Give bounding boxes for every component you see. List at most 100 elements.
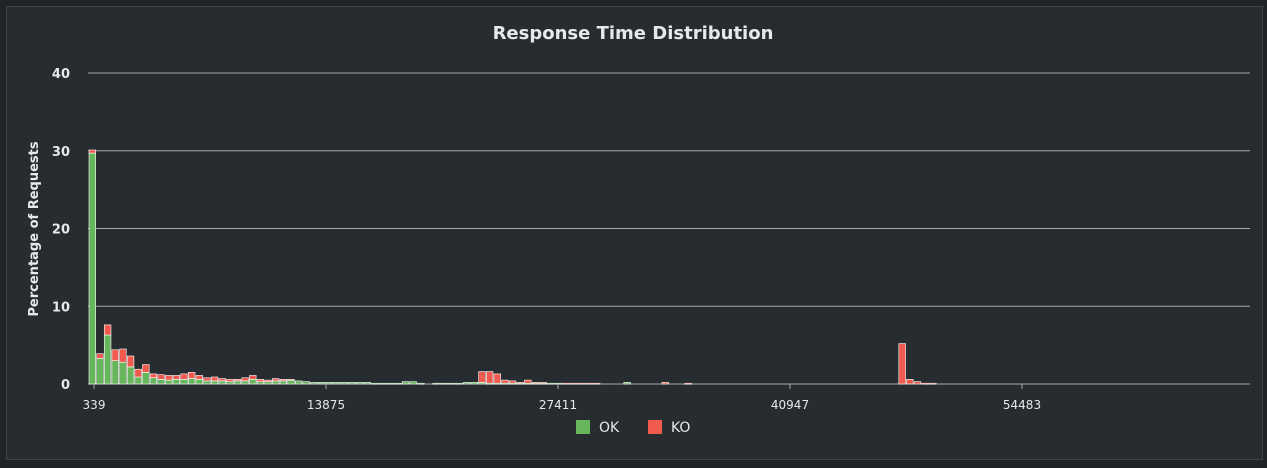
bar-ok[interactable] bbox=[210, 380, 219, 385]
bar-ko[interactable] bbox=[88, 149, 96, 154]
bar-ok[interactable] bbox=[272, 380, 280, 385]
bar-ok[interactable] bbox=[96, 358, 104, 385]
bar-ok[interactable] bbox=[172, 379, 181, 385]
bar-ok[interactable] bbox=[310, 382, 318, 385]
bar-ok[interactable] bbox=[126, 366, 135, 385]
bar-ko[interactable] bbox=[142, 364, 150, 373]
bar-ok[interactable] bbox=[417, 382, 425, 385]
bar-ok[interactable] bbox=[386, 382, 394, 385]
bar-ko[interactable] bbox=[516, 382, 524, 384]
bar-ok[interactable] bbox=[111, 360, 119, 385]
bar-ko[interactable] bbox=[921, 382, 929, 385]
bar-ko[interactable] bbox=[531, 382, 540, 384]
bar-ko[interactable] bbox=[508, 380, 517, 384]
legend-ko-swatch[interactable] bbox=[648, 420, 662, 434]
bar-ok[interactable] bbox=[249, 379, 257, 385]
bar-ok[interactable] bbox=[447, 382, 456, 385]
legend-ko-label[interactable]: KO bbox=[671, 420, 690, 436]
bar-ko[interactable] bbox=[210, 376, 219, 382]
bar-ok[interactable] bbox=[440, 382, 448, 385]
bar-ko[interactable] bbox=[287, 379, 295, 381]
bar-ok[interactable] bbox=[455, 382, 463, 385]
bar-ko[interactable] bbox=[264, 379, 272, 382]
bar-ok[interactable] bbox=[371, 382, 379, 385]
bar-ko[interactable] bbox=[233, 379, 242, 382]
bar-ko[interactable] bbox=[134, 368, 142, 378]
bar-ko[interactable] bbox=[103, 324, 112, 336]
bar-ok[interactable] bbox=[470, 382, 478, 385]
bar-ko[interactable] bbox=[111, 349, 119, 361]
bar-ko[interactable] bbox=[684, 382, 692, 385]
bar-ko[interactable] bbox=[485, 371, 494, 384]
bar-ko[interactable] bbox=[149, 373, 158, 379]
bar-ok[interactable] bbox=[226, 381, 234, 385]
bar-ok[interactable] bbox=[547, 382, 555, 385]
bar-ok[interactable] bbox=[256, 381, 265, 385]
bar-ko[interactable] bbox=[898, 343, 906, 385]
bar-ok[interactable] bbox=[401, 381, 410, 385]
bar-ko[interactable] bbox=[493, 373, 501, 384]
bar-ko[interactable] bbox=[203, 377, 211, 382]
bar-ko[interactable] bbox=[577, 382, 585, 385]
bar-ok[interactable] bbox=[195, 379, 203, 385]
bar-ko[interactable] bbox=[661, 382, 669, 385]
bar-ok[interactable] bbox=[333, 382, 341, 385]
bar-ko[interactable] bbox=[570, 382, 578, 385]
bar-ok[interactable] bbox=[409, 381, 417, 385]
bar-ok[interactable] bbox=[119, 361, 127, 385]
bar-ko[interactable] bbox=[539, 382, 547, 384]
bar-ok[interactable] bbox=[157, 379, 165, 385]
bar-ko[interactable] bbox=[165, 375, 173, 381]
bar-ok[interactable] bbox=[241, 380, 249, 385]
legend-ok-label[interactable]: OK bbox=[599, 420, 620, 436]
bar-ok[interactable] bbox=[264, 381, 272, 385]
bar-ok[interactable] bbox=[623, 382, 631, 385]
bar-ko[interactable] bbox=[906, 379, 914, 385]
bar-ko[interactable] bbox=[585, 382, 593, 385]
bar-ok[interactable] bbox=[325, 382, 333, 385]
bar-ok[interactable] bbox=[142, 372, 150, 385]
bar-ok[interactable] bbox=[317, 382, 326, 385]
bar-ok[interactable] bbox=[149, 377, 158, 385]
bar-ok[interactable] bbox=[302, 381, 310, 385]
bar-ko[interactable] bbox=[279, 379, 287, 382]
bar-ko[interactable] bbox=[119, 348, 127, 363]
bar-ok[interactable] bbox=[287, 379, 295, 385]
bar-ko[interactable] bbox=[241, 377, 249, 382]
bar-ko[interactable] bbox=[172, 375, 181, 380]
bar-ok[interactable] bbox=[188, 378, 196, 385]
bar-ko[interactable] bbox=[226, 379, 234, 382]
bar-ok[interactable] bbox=[103, 334, 112, 385]
bar-ok[interactable] bbox=[348, 382, 356, 385]
bar-ok[interactable] bbox=[165, 379, 173, 385]
bar-ko[interactable] bbox=[195, 375, 203, 380]
bar-ok[interactable] bbox=[279, 380, 287, 385]
bar-ok[interactable] bbox=[294, 380, 303, 385]
bar-ko[interactable] bbox=[478, 371, 486, 383]
bar-ko[interactable] bbox=[929, 382, 937, 385]
bar-ko[interactable] bbox=[180, 373, 188, 380]
bar-ok[interactable] bbox=[88, 152, 96, 385]
legend-ok-swatch[interactable] bbox=[576, 420, 590, 434]
bar-ko[interactable] bbox=[218, 378, 226, 382]
bar-ok[interactable] bbox=[363, 382, 372, 385]
bar-ko[interactable] bbox=[524, 379, 532, 384]
bar-ok[interactable] bbox=[379, 382, 387, 385]
bar-ok[interactable] bbox=[203, 380, 211, 385]
bar-ko[interactable] bbox=[249, 375, 257, 380]
bar-ok[interactable] bbox=[463, 382, 471, 385]
bar-ko[interactable] bbox=[592, 382, 601, 385]
bar-ko[interactable] bbox=[188, 372, 196, 379]
bar-ok[interactable] bbox=[134, 376, 142, 385]
bar-ko[interactable] bbox=[157, 374, 165, 380]
bar-ko[interactable] bbox=[913, 381, 922, 385]
bar-ok[interactable] bbox=[180, 379, 188, 385]
bar-ok[interactable] bbox=[218, 380, 226, 385]
bar-ok[interactable] bbox=[356, 382, 364, 385]
bar-ok[interactable] bbox=[394, 382, 402, 385]
bar-ko[interactable] bbox=[96, 353, 104, 359]
bar-ko[interactable] bbox=[562, 382, 570, 385]
bar-ok[interactable] bbox=[340, 382, 349, 385]
bar-ok[interactable] bbox=[233, 380, 242, 385]
bar-ko[interactable] bbox=[272, 378, 280, 382]
